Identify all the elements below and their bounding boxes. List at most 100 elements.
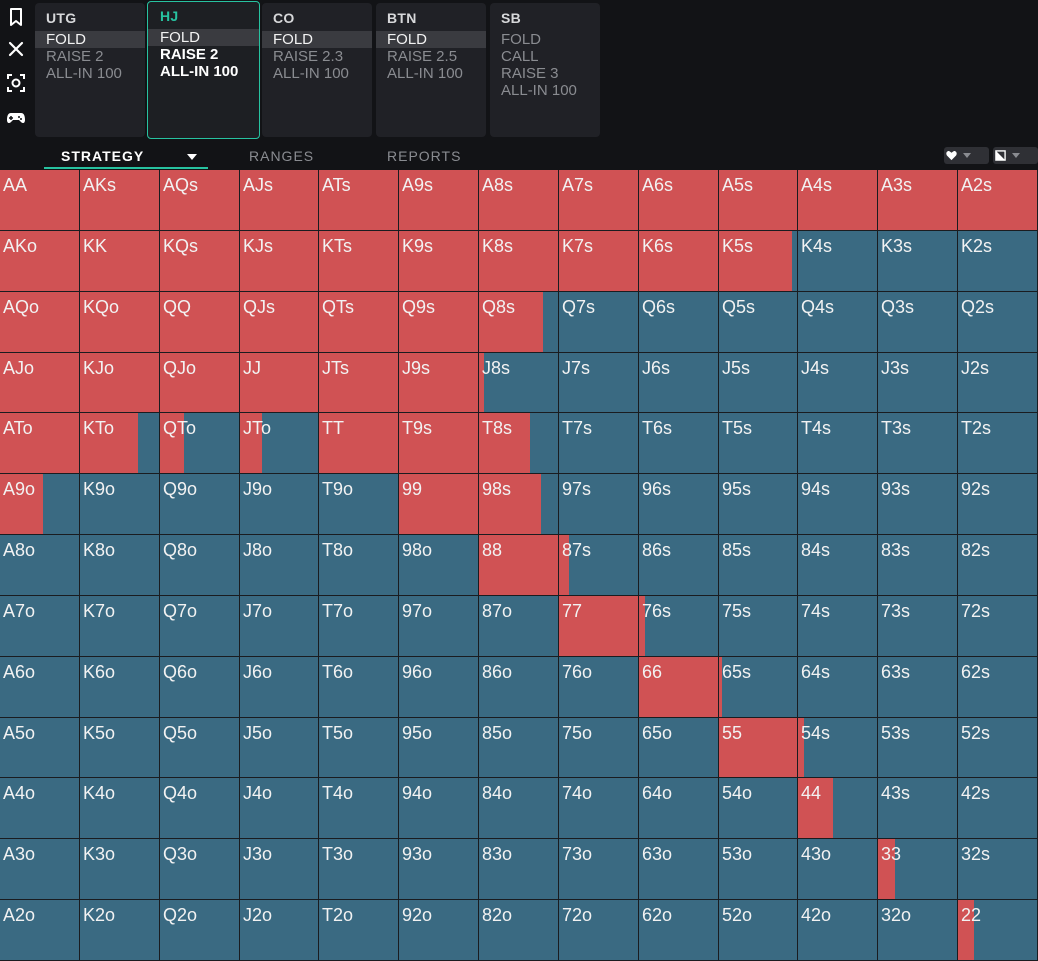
- hand-cell[interactable]: Q4s: [798, 292, 878, 353]
- chevron-down-icon[interactable]: [186, 150, 198, 162]
- hand-cell[interactable]: K9s: [399, 231, 479, 292]
- hand-cell[interactable]: 22: [958, 900, 1038, 961]
- hand-cell[interactable]: J2s: [958, 353, 1038, 413]
- hand-cell[interactable]: AQs: [160, 170, 240, 231]
- hand-cell[interactable]: A8s: [479, 170, 559, 231]
- hand-cell[interactable]: AJo: [0, 353, 80, 413]
- hand-cell[interactable]: A8o: [0, 535, 80, 596]
- screenshot-icon[interactable]: [5, 72, 27, 94]
- hand-cell[interactable]: KQo: [80, 292, 160, 353]
- action-option[interactable]: FOLD: [262, 31, 372, 48]
- hand-cell[interactable]: J2o: [240, 900, 319, 961]
- hand-cell[interactable]: 63s: [878, 657, 958, 718]
- bookmark-icon[interactable]: [5, 6, 27, 28]
- hand-cell[interactable]: 42o: [798, 900, 878, 961]
- hand-cell[interactable]: 53o: [719, 839, 798, 900]
- hand-cell[interactable]: ATo: [0, 413, 80, 474]
- hand-cell[interactable]: A6s: [639, 170, 719, 231]
- tab-reports[interactable]: REPORTS: [387, 148, 462, 164]
- hand-cell[interactable]: 94o: [399, 778, 479, 839]
- action-option[interactable]: RAISE 2: [160, 46, 219, 63]
- hand-cell[interactable]: 87s: [559, 535, 639, 596]
- action-option[interactable]: RAISE 2: [46, 48, 104, 65]
- hand-cell[interactable]: 97s: [559, 474, 639, 535]
- hand-cell[interactable]: T3s: [878, 413, 958, 474]
- hand-cell[interactable]: T8o: [319, 535, 399, 596]
- hand-cell[interactable]: 92o: [399, 900, 479, 961]
- action-option[interactable]: FOLD: [35, 31, 145, 48]
- display-mode-dropdown[interactable]: [993, 147, 1038, 164]
- hand-cell[interactable]: 94s: [798, 474, 878, 535]
- action-option[interactable]: RAISE 2.3: [273, 48, 344, 65]
- hand-cell[interactable]: KK: [80, 231, 160, 292]
- hand-cell[interactable]: A7s: [559, 170, 639, 231]
- hand-cell[interactable]: 42s: [958, 778, 1038, 839]
- action-option[interactable]: ALL-IN 100: [501, 82, 577, 99]
- hand-cell[interactable]: 84o: [479, 778, 559, 839]
- hand-cell[interactable]: 86s: [639, 535, 719, 596]
- hand-cell[interactable]: 65o: [639, 718, 719, 778]
- hand-cell[interactable]: A3o: [0, 839, 80, 900]
- hand-cell[interactable]: J5s: [719, 353, 798, 413]
- action-option[interactable]: FOLD: [376, 31, 486, 48]
- action-option[interactable]: FOLD: [148, 29, 259, 46]
- hand-cell[interactable]: K8s: [479, 231, 559, 292]
- hand-cell[interactable]: Q2s: [958, 292, 1038, 353]
- hand-cell[interactable]: K5s: [719, 231, 798, 292]
- hand-cell[interactable]: 95s: [719, 474, 798, 535]
- hand-cell[interactable]: T7s: [559, 413, 639, 474]
- hand-cell[interactable]: K7o: [80, 596, 160, 657]
- position-card-hj[interactable]: HJ FOLD RAISE 2 ALL-IN 100: [147, 1, 260, 139]
- hand-cell[interactable]: Q7s: [559, 292, 639, 353]
- hand-cell[interactable]: KQs: [160, 231, 240, 292]
- hand-cell[interactable]: 76s: [639, 596, 719, 657]
- close-icon[interactable]: [5, 38, 27, 60]
- tab-ranges[interactable]: RANGES: [249, 148, 315, 164]
- hand-cell[interactable]: J9s: [399, 353, 479, 413]
- hand-cell[interactable]: 88: [479, 535, 559, 596]
- hand-cell[interactable]: 52s: [958, 718, 1038, 778]
- hand-cell[interactable]: 97o: [399, 596, 479, 657]
- hand-cell[interactable]: Q4o: [160, 778, 240, 839]
- favorites-dropdown[interactable]: [944, 147, 989, 164]
- hand-cell[interactable]: 73s: [878, 596, 958, 657]
- hand-cell[interactable]: T5s: [719, 413, 798, 474]
- hand-cell[interactable]: Q9o: [160, 474, 240, 535]
- action-option[interactable]: ALL-IN 100: [273, 65, 349, 82]
- hand-cell[interactable]: QTs: [319, 292, 399, 353]
- hand-cell[interactable]: 62o: [639, 900, 719, 961]
- gamepad-icon[interactable]: [5, 106, 27, 128]
- hand-cell[interactable]: 83s: [878, 535, 958, 596]
- hand-cell[interactable]: T2s: [958, 413, 1038, 474]
- hand-cell[interactable]: KTs: [319, 231, 399, 292]
- hand-cell[interactable]: ATs: [319, 170, 399, 231]
- hand-cell[interactable]: 85o: [479, 718, 559, 778]
- position-card-co[interactable]: CO FOLD RAISE 2.3 ALL-IN 100: [262, 3, 372, 137]
- hand-cell[interactable]: K4s: [798, 231, 878, 292]
- hand-cell[interactable]: J3o: [240, 839, 319, 900]
- hand-cell[interactable]: J8o: [240, 535, 319, 596]
- hand-cell[interactable]: Q3o: [160, 839, 240, 900]
- tab-strategy[interactable]: STRATEGY: [61, 148, 145, 164]
- hand-cell[interactable]: AKs: [80, 170, 160, 231]
- hand-cell[interactable]: 43o: [798, 839, 878, 900]
- hand-cell[interactable]: JTs: [319, 353, 399, 413]
- hand-cell[interactable]: K2o: [80, 900, 160, 961]
- hand-cell[interactable]: 54o: [719, 778, 798, 839]
- hand-cell[interactable]: A3s: [878, 170, 958, 231]
- hand-cell[interactable]: 99: [399, 474, 479, 535]
- hand-cell[interactable]: T7o: [319, 596, 399, 657]
- hand-cell[interactable]: J7s: [559, 353, 639, 413]
- hand-cell[interactable]: J3s: [878, 353, 958, 413]
- hand-cell[interactable]: 87o: [479, 596, 559, 657]
- hand-cell[interactable]: 76o: [559, 657, 639, 718]
- hand-cell[interactable]: TT: [319, 413, 399, 474]
- hand-cell[interactable]: T9s: [399, 413, 479, 474]
- hand-cell[interactable]: 74s: [798, 596, 878, 657]
- hand-cell[interactable]: K9o: [80, 474, 160, 535]
- hand-cell[interactable]: 96o: [399, 657, 479, 718]
- position-card-utg[interactable]: UTG FOLD RAISE 2 ALL-IN 100: [35, 3, 145, 137]
- hand-cell[interactable]: Q5s: [719, 292, 798, 353]
- hand-cell[interactable]: A2o: [0, 900, 80, 961]
- hand-cell[interactable]: J9o: [240, 474, 319, 535]
